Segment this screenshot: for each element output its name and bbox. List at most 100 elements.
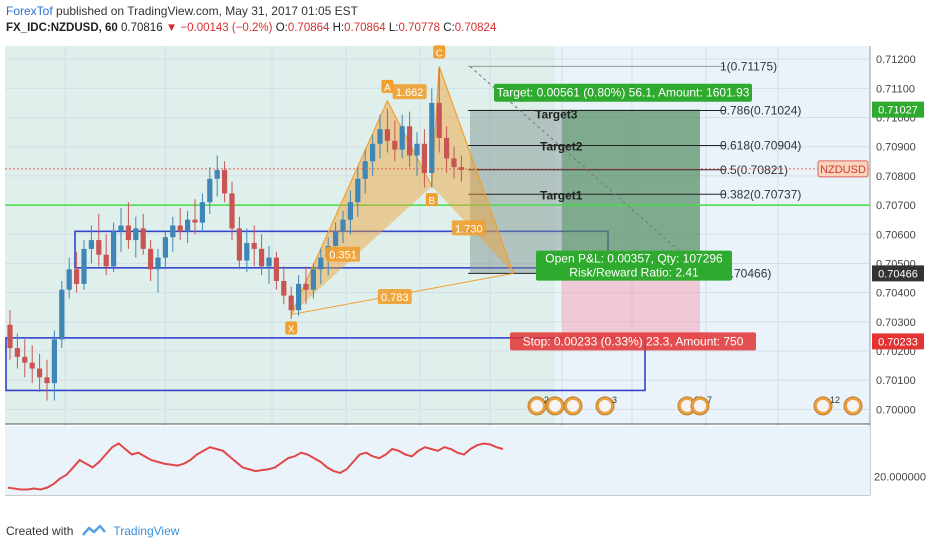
candle-body xyxy=(29,362,35,369)
candle-body xyxy=(281,280,287,296)
pnl-info-bg xyxy=(536,250,732,281)
symbol-tag-bg xyxy=(817,160,869,178)
candle-body xyxy=(66,269,72,290)
y-tick-label: 0.70100 xyxy=(876,375,916,387)
candle-body xyxy=(229,193,235,229)
candle-body xyxy=(377,129,383,144)
rr-info: Risk/Reward Ratio: 2.41 xyxy=(569,266,699,280)
stop-info-bg xyxy=(510,332,756,351)
y-tick-label: 0.70900 xyxy=(876,142,916,154)
candle-body xyxy=(118,225,124,232)
candle-body xyxy=(125,225,131,241)
candle-body xyxy=(59,289,65,340)
candle-body xyxy=(259,248,265,267)
fib-label: 0.786(0.71024) xyxy=(720,104,801,118)
point-label-bg xyxy=(425,193,438,207)
target-label: Target3 xyxy=(535,108,578,122)
high-label: H: xyxy=(332,22,345,34)
candle-body xyxy=(222,170,228,194)
candle-body xyxy=(444,137,450,159)
pattern-xab xyxy=(291,100,432,315)
candle-body xyxy=(414,143,420,156)
candle-body xyxy=(244,243,250,261)
event-flag-icon-inner xyxy=(817,399,829,412)
y-tick-label: 0.71100 xyxy=(876,83,915,95)
candle-body xyxy=(199,202,205,223)
y-tick-label: 0.70700 xyxy=(876,200,916,212)
candle-body xyxy=(251,243,257,249)
created-with-text: Created with xyxy=(6,524,74,538)
down-arrow-icon: ▼ xyxy=(165,22,178,34)
target-info: Target: 0.00561 (0.80%) 56.1, Amount: 16… xyxy=(497,86,750,100)
price-chart[interactable]: 1(0.71175) 0.786(0.71024) 0.618(0.70904) 0.… xyxy=(0,40,932,500)
candle-body xyxy=(355,178,361,203)
fib-label: 0.382(0.70737) xyxy=(720,187,801,201)
candle-body xyxy=(273,257,279,281)
event-flag-icon-inner xyxy=(549,399,561,412)
stop-info: Stop: 0.00233 (0.33%) 23.3, Amount: 750 xyxy=(523,334,744,348)
candle-body xyxy=(192,219,198,223)
oscillator-line xyxy=(7,442,504,491)
close-value: 0.70824 xyxy=(454,22,497,34)
candle-body xyxy=(140,228,146,249)
candle-body xyxy=(162,237,168,258)
publish-info: ForexTof published on TradingView.com, M… xyxy=(6,4,358,18)
candle-body xyxy=(303,283,309,290)
event-flag-icon-inner xyxy=(847,399,859,412)
candle-body xyxy=(333,231,339,246)
change-value: −0.00143 (−0.2%) xyxy=(180,22,273,34)
candle-body xyxy=(185,219,191,232)
target-zone xyxy=(562,109,700,274)
zone-box xyxy=(5,337,646,392)
ratio-label: 1.662 xyxy=(396,87,424,99)
candle-body xyxy=(236,228,242,261)
ratio-label: 0.351 xyxy=(329,250,357,262)
candle-body xyxy=(362,161,368,179)
pnl-info: Open P&L: 0.00357, Qty: 107296 xyxy=(545,252,723,266)
tradingview-brand[interactable]: TradingView xyxy=(113,524,180,538)
candle-body xyxy=(340,219,346,232)
symbol-label: FX_IDC:NZDUSD, 60 xyxy=(6,22,118,34)
event-flag-icon-inner xyxy=(681,399,693,412)
ratio-label-bg xyxy=(377,289,412,305)
point-label: X xyxy=(288,325,295,336)
event-count: 7 xyxy=(707,395,712,405)
event-flag-icon-inner xyxy=(599,399,611,412)
author-link[interactable]: ForexTof xyxy=(6,4,53,18)
publish-text: published on TradingView.com, May 31, 20… xyxy=(56,4,358,18)
candle-body xyxy=(37,368,43,378)
fib-label: 0.618(0.70904) xyxy=(720,139,801,153)
candle-body xyxy=(7,324,13,349)
candle-body xyxy=(407,126,413,156)
high-value: 0.70864 xyxy=(344,22,386,34)
ratio-label: 1.730 xyxy=(455,223,483,235)
fib-label: 1(0.71175) xyxy=(720,59,777,73)
candle-body xyxy=(370,143,376,162)
oscillator-level-label: 20.000000 xyxy=(874,472,926,484)
symbol-tag: NZDUSD xyxy=(820,164,866,176)
footer: Created with TradingView xyxy=(6,524,179,538)
price-badge-bg xyxy=(872,101,924,118)
event-flag-icon-inner xyxy=(531,399,543,412)
tradingview-logo-icon xyxy=(82,524,107,536)
ratio-label: 0.783 xyxy=(381,292,409,304)
open-value: 0.70864 xyxy=(287,22,330,34)
point-label: A xyxy=(384,83,391,94)
event-count: 3 xyxy=(612,395,617,405)
y-tick-label: 0.70400 xyxy=(876,288,916,300)
event-count: 12 xyxy=(830,395,840,405)
y-tick-label: 0.70800 xyxy=(876,171,916,183)
candle-body xyxy=(111,231,117,267)
position-box xyxy=(470,109,700,274)
candle-body xyxy=(384,129,390,141)
point-label: B xyxy=(428,196,435,207)
candle-body xyxy=(436,102,442,138)
target-label: Target1 xyxy=(540,188,583,202)
target-info-bg xyxy=(494,83,752,102)
point-label: C xyxy=(436,48,443,59)
event-flag-icon-inner xyxy=(694,399,706,412)
fib-label: 0.5(0.70821) xyxy=(720,163,788,177)
candle-body xyxy=(207,178,213,203)
price-badge: 0.70233 xyxy=(878,336,918,348)
candle-body xyxy=(318,257,324,270)
